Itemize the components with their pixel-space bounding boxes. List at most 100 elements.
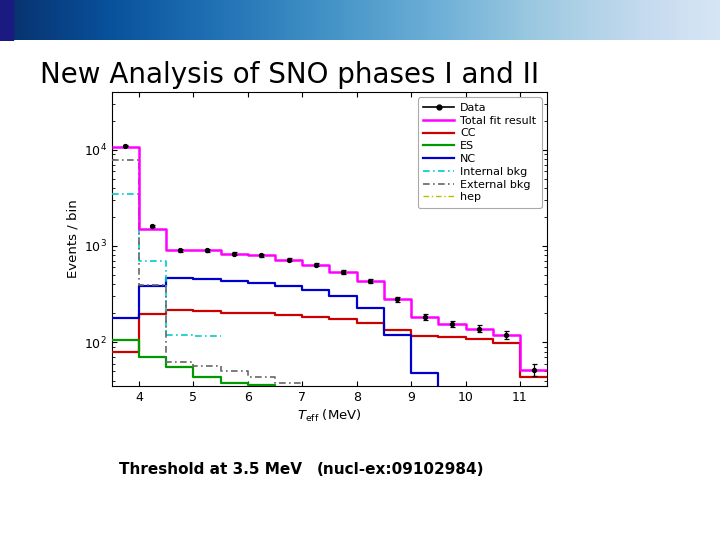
CC — [325, 313, 333, 320]
Line: ES: ES — [112, 340, 547, 535]
hep — [543, 464, 552, 471]
Y-axis label: Events / bin: Events / bin — [66, 200, 79, 278]
hep — [434, 464, 443, 471]
NC — [407, 332, 415, 339]
Total fit result — [325, 261, 333, 268]
Internal bkg — [216, 333, 225, 340]
CC — [216, 308, 225, 314]
hep — [189, 464, 197, 471]
ES — [107, 337, 116, 343]
ES — [379, 431, 388, 438]
Total fit result — [462, 326, 470, 332]
Total fit result — [516, 366, 524, 373]
NC — [298, 287, 307, 293]
Internal bkg — [189, 332, 197, 338]
CC — [379, 327, 388, 333]
NC — [135, 314, 143, 321]
CC — [488, 340, 497, 346]
Internal bkg — [135, 191, 143, 197]
Total fit result — [543, 366, 552, 373]
NC — [162, 275, 171, 282]
CC — [107, 348, 116, 355]
Total fit result — [271, 256, 279, 263]
hep — [352, 464, 361, 471]
hep — [189, 464, 197, 471]
hep — [407, 464, 415, 471]
Total fit result — [488, 332, 497, 338]
hep — [407, 464, 415, 471]
NC — [298, 282, 307, 289]
Text: (nucl-ex:09102984): (nucl-ex:09102984) — [317, 462, 485, 477]
NC — [462, 400, 470, 407]
NC — [434, 386, 443, 392]
External bkg — [271, 380, 279, 386]
ES — [189, 364, 197, 370]
ES — [298, 389, 307, 396]
ES — [325, 394, 333, 400]
Line: CC: CC — [112, 310, 547, 377]
NC — [135, 283, 143, 289]
NC — [243, 278, 252, 285]
ES — [162, 364, 171, 370]
hep — [379, 464, 388, 471]
hep — [216, 464, 225, 471]
ES — [488, 503, 497, 509]
hep — [135, 464, 143, 471]
Total fit result — [516, 332, 524, 338]
NC — [271, 280, 279, 287]
Line: Internal bkg: Internal bkg — [112, 194, 220, 336]
NC — [352, 293, 361, 300]
hep — [325, 464, 333, 471]
Line: Total fit result: Total fit result — [112, 146, 547, 369]
CC — [407, 333, 415, 340]
Internal bkg — [189, 333, 197, 340]
External bkg — [189, 363, 197, 370]
CC — [162, 307, 171, 313]
External bkg — [107, 157, 116, 164]
hep — [434, 464, 443, 471]
External bkg — [135, 157, 143, 164]
External bkg — [243, 368, 252, 374]
Internal bkg — [107, 191, 116, 197]
CC — [434, 334, 443, 341]
NC — [325, 293, 333, 300]
ES — [271, 386, 279, 392]
External bkg — [135, 282, 143, 288]
CC — [434, 333, 443, 340]
Total fit result — [271, 252, 279, 259]
CC — [352, 319, 361, 326]
CC — [216, 310, 225, 316]
Total fit result — [107, 143, 116, 150]
NC — [434, 370, 443, 376]
ES — [325, 389, 333, 396]
ES — [543, 531, 552, 538]
CC — [189, 307, 197, 313]
NC — [407, 370, 415, 376]
Total fit result — [298, 261, 307, 268]
Total fit result — [243, 252, 252, 259]
hep — [298, 464, 307, 471]
hep — [107, 464, 116, 471]
Text: New Analysis of SNO phases I and II: New Analysis of SNO phases I and II — [40, 61, 539, 89]
NC — [516, 450, 524, 457]
ES — [516, 531, 524, 538]
Total fit result — [298, 256, 307, 263]
ES — [298, 386, 307, 392]
NC — [216, 278, 225, 285]
CC — [462, 336, 470, 342]
hep — [488, 464, 497, 471]
CC — [162, 311, 171, 318]
NC — [189, 275, 197, 282]
External bkg — [243, 373, 252, 380]
Total fit result — [379, 278, 388, 285]
CC — [243, 310, 252, 316]
ES — [516, 503, 524, 509]
hep — [216, 464, 225, 471]
NC — [488, 416, 497, 422]
hep — [325, 464, 333, 471]
Total fit result — [162, 247, 171, 254]
Internal bkg — [162, 258, 171, 264]
hep — [516, 464, 524, 471]
NC — [189, 275, 197, 282]
NC — [216, 275, 225, 282]
